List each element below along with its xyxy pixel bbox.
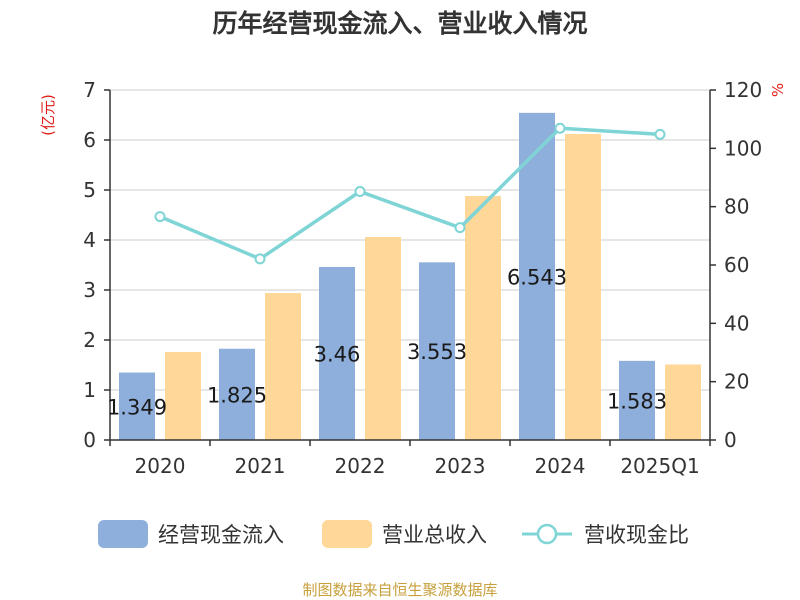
right-tick-label: 0 xyxy=(724,428,737,452)
right-tick-label: 120 xyxy=(724,78,762,102)
ratio-point xyxy=(454,222,466,234)
data-label: 6.543 xyxy=(507,265,567,289)
legend-label: 营业总收入 xyxy=(382,523,487,547)
legend-label: 经营现金流入 xyxy=(158,523,284,547)
chart-title: 历年经营现金流入、营业收入情况 xyxy=(212,9,587,38)
ratio-point xyxy=(654,128,666,140)
ratio-point xyxy=(354,186,366,197)
bar-cash-inflow xyxy=(619,360,655,440)
legend-label: 营收现金比 xyxy=(584,523,689,547)
x-tick-label: 2024 xyxy=(535,454,586,478)
x-tick-label: 2023 xyxy=(435,454,486,478)
bar-revenue xyxy=(465,196,501,440)
source-note: 制图数据来自恒生聚源数据库 xyxy=(302,581,497,599)
bars xyxy=(119,112,701,440)
legend-marker xyxy=(536,523,558,545)
line-series xyxy=(154,122,666,265)
x-tick-label: 2022 xyxy=(335,454,386,478)
legend-swatch xyxy=(322,520,372,548)
bar-cash-inflow xyxy=(319,267,355,440)
right-tick-label: 80 xyxy=(724,195,749,219)
data-label: 1.349 xyxy=(107,395,167,419)
x-tick-label: 2021 xyxy=(235,454,286,478)
right-tick-label: 60 xyxy=(724,253,749,277)
x-tick-label: 2025Q1 xyxy=(620,454,699,478)
bar-revenue xyxy=(165,352,201,440)
left-tick-label: 3 xyxy=(83,278,96,302)
data-labels: 1.349 1.825 3.46 3.553 6.543 1.583 xyxy=(107,265,667,419)
left-tick-label: 2 xyxy=(83,328,96,352)
right-tick-label: 100 xyxy=(724,136,762,160)
bar-revenue xyxy=(365,237,401,440)
axes: 0 1 2 3 4 5 6 7 0 20 40 60 80 100 120 2020 2021 2022 2023 2… xyxy=(83,78,762,478)
left-tick-label: 1 xyxy=(83,378,96,402)
left-tick-label: 6 xyxy=(83,128,96,152)
ratio-line xyxy=(159,126,661,261)
right-tick-label: 20 xyxy=(724,370,749,394)
data-label: 1.825 xyxy=(207,383,267,407)
right-axis-unit: % xyxy=(769,83,787,97)
left-tick-label: 5 xyxy=(83,178,96,202)
left-tick-label: 0 xyxy=(83,428,96,452)
bar-cash-inflow xyxy=(519,112,555,440)
left-tick-label: 7 xyxy=(83,78,96,102)
ratio-point xyxy=(254,253,266,265)
bar-revenue xyxy=(265,293,301,440)
bar-cash-inflow xyxy=(419,262,455,440)
left-axis-unit: (亿元) xyxy=(39,94,57,136)
right-tick-label: 40 xyxy=(724,311,749,335)
bar-revenue xyxy=(565,134,601,440)
bar-revenue xyxy=(665,364,701,440)
bar-cash-inflow xyxy=(219,348,255,440)
x-tick-label: 2020 xyxy=(135,454,186,478)
data-label: 3.553 xyxy=(407,340,467,364)
ratio-point xyxy=(554,122,566,134)
legend-swatch xyxy=(98,520,148,548)
legend: 经营现金流入 营业总收入 营收现金比 xyxy=(98,520,689,548)
grid xyxy=(110,89,710,391)
left-tick-label: 4 xyxy=(83,228,96,252)
data-label: 1.583 xyxy=(607,389,667,413)
bar-cash-inflow xyxy=(119,372,155,440)
data-label: 3.46 xyxy=(314,343,361,367)
ratio-point xyxy=(154,211,166,223)
